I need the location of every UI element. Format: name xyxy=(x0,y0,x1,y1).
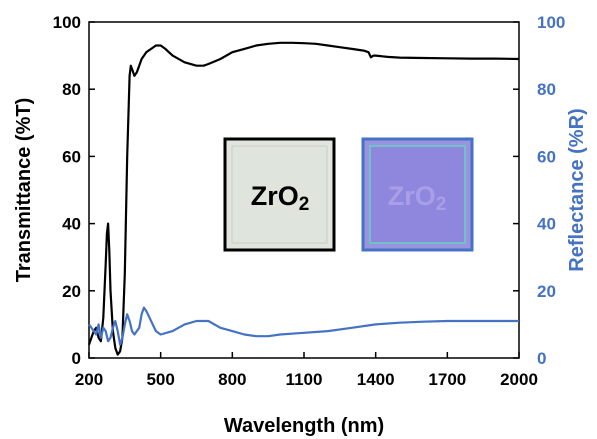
x-tick-label: 1700 xyxy=(428,370,466,389)
x-tick-label: 1100 xyxy=(286,370,323,389)
transmittance-line xyxy=(87,41,520,356)
right-tick-label: 0 xyxy=(537,349,546,368)
x-tick-label: 200 xyxy=(75,370,103,389)
clear-glass-sample xyxy=(231,145,328,244)
inset-label-clear: ZrO2 xyxy=(251,181,310,215)
left-tick-label: 40 xyxy=(62,215,81,234)
right-axis-ticks: 0 20 40 60 80 100 xyxy=(513,13,565,368)
coated-glass-sample xyxy=(369,145,466,244)
y-axis-title-right: Reflectance (%R) xyxy=(566,108,588,271)
reflectance-line xyxy=(88,306,519,346)
x-axis-title: Wavelength (nm) xyxy=(224,415,384,437)
left-axis-ticks: 0 20 40 60 80 100 xyxy=(53,13,95,368)
x-tick-label: 1400 xyxy=(357,370,395,389)
right-tick-label: 60 xyxy=(537,147,556,166)
left-tick-label: 0 xyxy=(72,349,81,368)
left-tick-label: 80 xyxy=(62,80,81,99)
inset-label-coated: ZrO2 xyxy=(388,181,447,215)
left-tick-label: 20 xyxy=(62,282,81,301)
y-axis-title-left: Transmittance (%T) xyxy=(13,98,35,282)
x-axis-ticks: 200 500 800 1100 1400 1700 2000 xyxy=(75,352,538,389)
sample-photo-coated: ZrO2 xyxy=(361,137,474,252)
left-tick-label: 60 xyxy=(62,147,81,166)
right-tick-label: 20 xyxy=(537,282,556,301)
right-tick-label: 80 xyxy=(537,80,556,99)
x-tick-label: 500 xyxy=(146,370,174,389)
right-tick-label: 100 xyxy=(537,13,565,32)
x-tick-label: 800 xyxy=(218,370,246,389)
right-tick-label: 40 xyxy=(537,215,556,234)
sample-photo-clear: ZrO2 xyxy=(223,137,336,252)
x-tick-label: 2000 xyxy=(500,370,538,389)
left-tick-label: 100 xyxy=(53,13,81,32)
